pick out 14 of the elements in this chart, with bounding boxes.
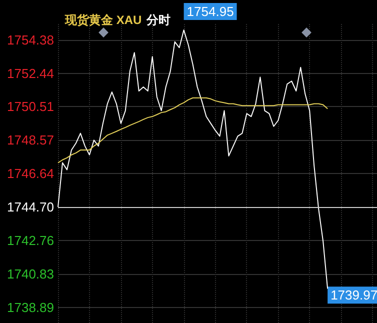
y-tick-label: 1754.38 <box>7 32 54 48</box>
y-tick-label: 1744.70 <box>7 199 54 214</box>
y-tick-label: 1752.44 <box>7 66 54 81</box>
y-tick-label: 1740.83 <box>7 266 54 282</box>
line-series <box>58 30 328 290</box>
y-tick-label: 1750.51 <box>7 99 54 114</box>
line-series <box>58 97 328 164</box>
y-tick-label: 1748.57 <box>7 132 54 148</box>
text: 1754.95 <box>186 4 234 19</box>
annotation: 1739.97 <box>330 288 377 303</box>
y-tick-label: 1742.76 <box>7 232 54 248</box>
y-tick-label: 1746.64 <box>7 166 54 181</box>
y-tick-label: 1738.89 <box>7 300 54 315</box>
chart-title: 现货黄金 XAU 分时 <box>64 13 171 27</box>
